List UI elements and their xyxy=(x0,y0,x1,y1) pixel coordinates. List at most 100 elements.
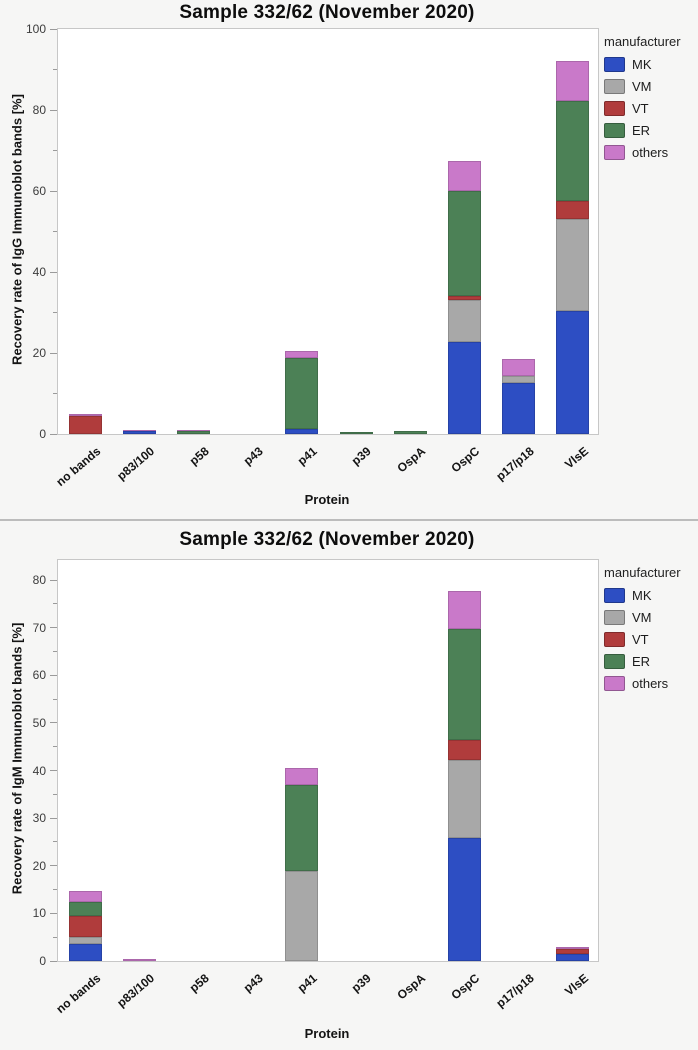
bar-segment-mk xyxy=(285,429,319,434)
bar-segment-others xyxy=(122,429,156,431)
legend-swatch-er-icon xyxy=(604,123,625,138)
y-axis-major-tick xyxy=(50,960,57,962)
bar-segment-vt xyxy=(447,740,481,761)
x-axis-category-label: p58 xyxy=(186,444,212,469)
bar-segment-er xyxy=(285,784,319,871)
bar-segment-mk xyxy=(68,944,102,961)
y-axis-major-tick xyxy=(50,912,57,914)
y-axis-minor-tick xyxy=(53,69,57,70)
y-axis-minor-tick xyxy=(53,889,57,891)
bar-segment-mk xyxy=(556,311,590,434)
y-axis-tick-label: 0 xyxy=(39,954,46,968)
legend-swatch-mk-icon xyxy=(604,57,625,72)
legend-label: others xyxy=(632,676,669,691)
y-axis-major-tick xyxy=(50,271,57,273)
y-axis-minor-tick xyxy=(53,698,57,700)
x-axis-category-label: p17/p18 xyxy=(493,971,537,1011)
legend-label: others xyxy=(632,145,669,160)
bar-segment-er xyxy=(339,432,373,434)
igm-chart-title: Sample 332/62 (November 2020) xyxy=(179,529,475,550)
y-axis-tick-label: 20 xyxy=(32,858,46,873)
bar-segment-vm xyxy=(285,870,319,961)
y-axis-tick-label: 40 xyxy=(32,763,46,778)
y-axis-minor-tick xyxy=(53,393,57,394)
x-axis-category-label: OspA xyxy=(394,444,429,476)
legend-swatch-mk-icon xyxy=(604,588,625,603)
bar-segment-vm xyxy=(556,218,590,312)
legend-label: ER xyxy=(632,123,651,138)
bar-segment-mk xyxy=(447,342,481,434)
bar-segment-vt xyxy=(556,200,590,219)
bar-segment-vt xyxy=(447,296,481,301)
y-axis-tick-label: 10 xyxy=(32,906,46,921)
igm-legend: manufacturer MK VM VT ER others xyxy=(604,565,696,698)
y-axis-minor-tick xyxy=(53,793,57,795)
bar-segment-vm xyxy=(68,937,102,945)
legend-item-mk: MK xyxy=(604,588,696,603)
x-axis-category-label: OspC xyxy=(448,444,483,476)
legend-items: MK VM VT ER others xyxy=(604,588,696,691)
legend-swatch-vt-icon xyxy=(604,632,625,647)
legend-label: MK xyxy=(632,57,652,72)
y-axis-major-tick xyxy=(50,579,57,581)
x-axis-category-label: VlsE xyxy=(561,444,591,472)
y-axis-tick-label: 60 xyxy=(32,668,46,683)
y-axis-tick-label: 30 xyxy=(32,811,46,826)
igg-chart-title: Sample 332/62 (November 2020) xyxy=(179,2,475,23)
x-axis-category-label: p41 xyxy=(295,444,320,469)
bar-segment-others xyxy=(68,890,102,903)
bar-segment-mk xyxy=(447,837,481,961)
x-axis-category-label: OspC xyxy=(448,971,483,1003)
bar-segment-others xyxy=(502,358,535,376)
bar-segment-vm xyxy=(447,300,481,343)
igm-chart-panel: Sample 332/62 (November 2020) Recovery r… xyxy=(0,521,698,1048)
x-axis-category-label: p83/100 xyxy=(114,444,158,484)
y-axis-major-tick xyxy=(50,627,57,629)
y-axis-tick-label: 70 xyxy=(32,620,46,635)
y-axis-major-tick xyxy=(50,352,57,354)
legend-label: VT xyxy=(632,632,649,647)
x-axis-category-label: p39 xyxy=(349,444,375,469)
bar-segment-vt xyxy=(68,916,102,938)
bar-segment-others xyxy=(285,768,319,785)
bar-segment-others xyxy=(122,958,156,961)
bar-segment-others xyxy=(285,351,319,358)
bar-segment-er xyxy=(393,431,427,434)
y-axis-tick-label: 50 xyxy=(32,715,46,730)
y-axis-minor-tick xyxy=(53,231,57,232)
legend-item-vt: VT xyxy=(604,632,696,647)
legend-items: MK VM VT ER others xyxy=(604,57,696,160)
y-axis-major-tick xyxy=(50,674,57,676)
bar-segment-vm xyxy=(502,375,535,383)
y-axis-minor-tick xyxy=(53,312,57,313)
igg-chart-panel: Sample 332/62 (November 2020) Recovery r… xyxy=(0,0,698,521)
bar-segment-mk xyxy=(556,953,590,961)
igg-y-axis-label: Recovery rate of IgG Immunoblot bands [%… xyxy=(9,94,25,365)
y-axis-minor-tick xyxy=(53,150,57,151)
igm-y-axis-label: Recovery rate of IgM Immunoblot bands [%… xyxy=(9,622,25,895)
legend-swatch-vt-icon xyxy=(604,101,625,116)
bar-segment-vt xyxy=(556,949,590,954)
x-axis-category-label: p43 xyxy=(240,971,266,996)
x-axis-category-label: OspA xyxy=(394,971,429,1003)
y-axis-major-tick xyxy=(50,865,57,867)
y-axis-major-tick xyxy=(50,190,57,192)
legend-label: ER xyxy=(632,654,651,669)
igm-plot-area: 0 10 20 30 40 50 60 70 80 no bands p83/100 p58 p43 p4… xyxy=(33,559,599,1016)
x-axis-category-label: p39 xyxy=(349,971,375,996)
y-axis-tick-label: 20 xyxy=(32,346,46,360)
y-axis-major-tick xyxy=(50,817,57,819)
y-axis-major-tick xyxy=(50,433,57,435)
legend-label: VM xyxy=(632,79,652,94)
legend-swatch-others-icon xyxy=(604,676,625,691)
y-axis-major-tick xyxy=(50,770,57,771)
y-axis-major-tick xyxy=(50,722,57,724)
x-axis-category-label: p83/100 xyxy=(114,971,158,1011)
y-axis-tick-label: 80 xyxy=(32,573,46,587)
bar-segment-er xyxy=(556,101,590,201)
legend-item-vm: VM xyxy=(604,610,696,625)
bar-segment-others xyxy=(556,946,590,950)
legend-item-er: ER xyxy=(604,654,696,669)
legend-item-others: others xyxy=(604,676,696,691)
legend-item-vm: VM xyxy=(604,79,696,94)
